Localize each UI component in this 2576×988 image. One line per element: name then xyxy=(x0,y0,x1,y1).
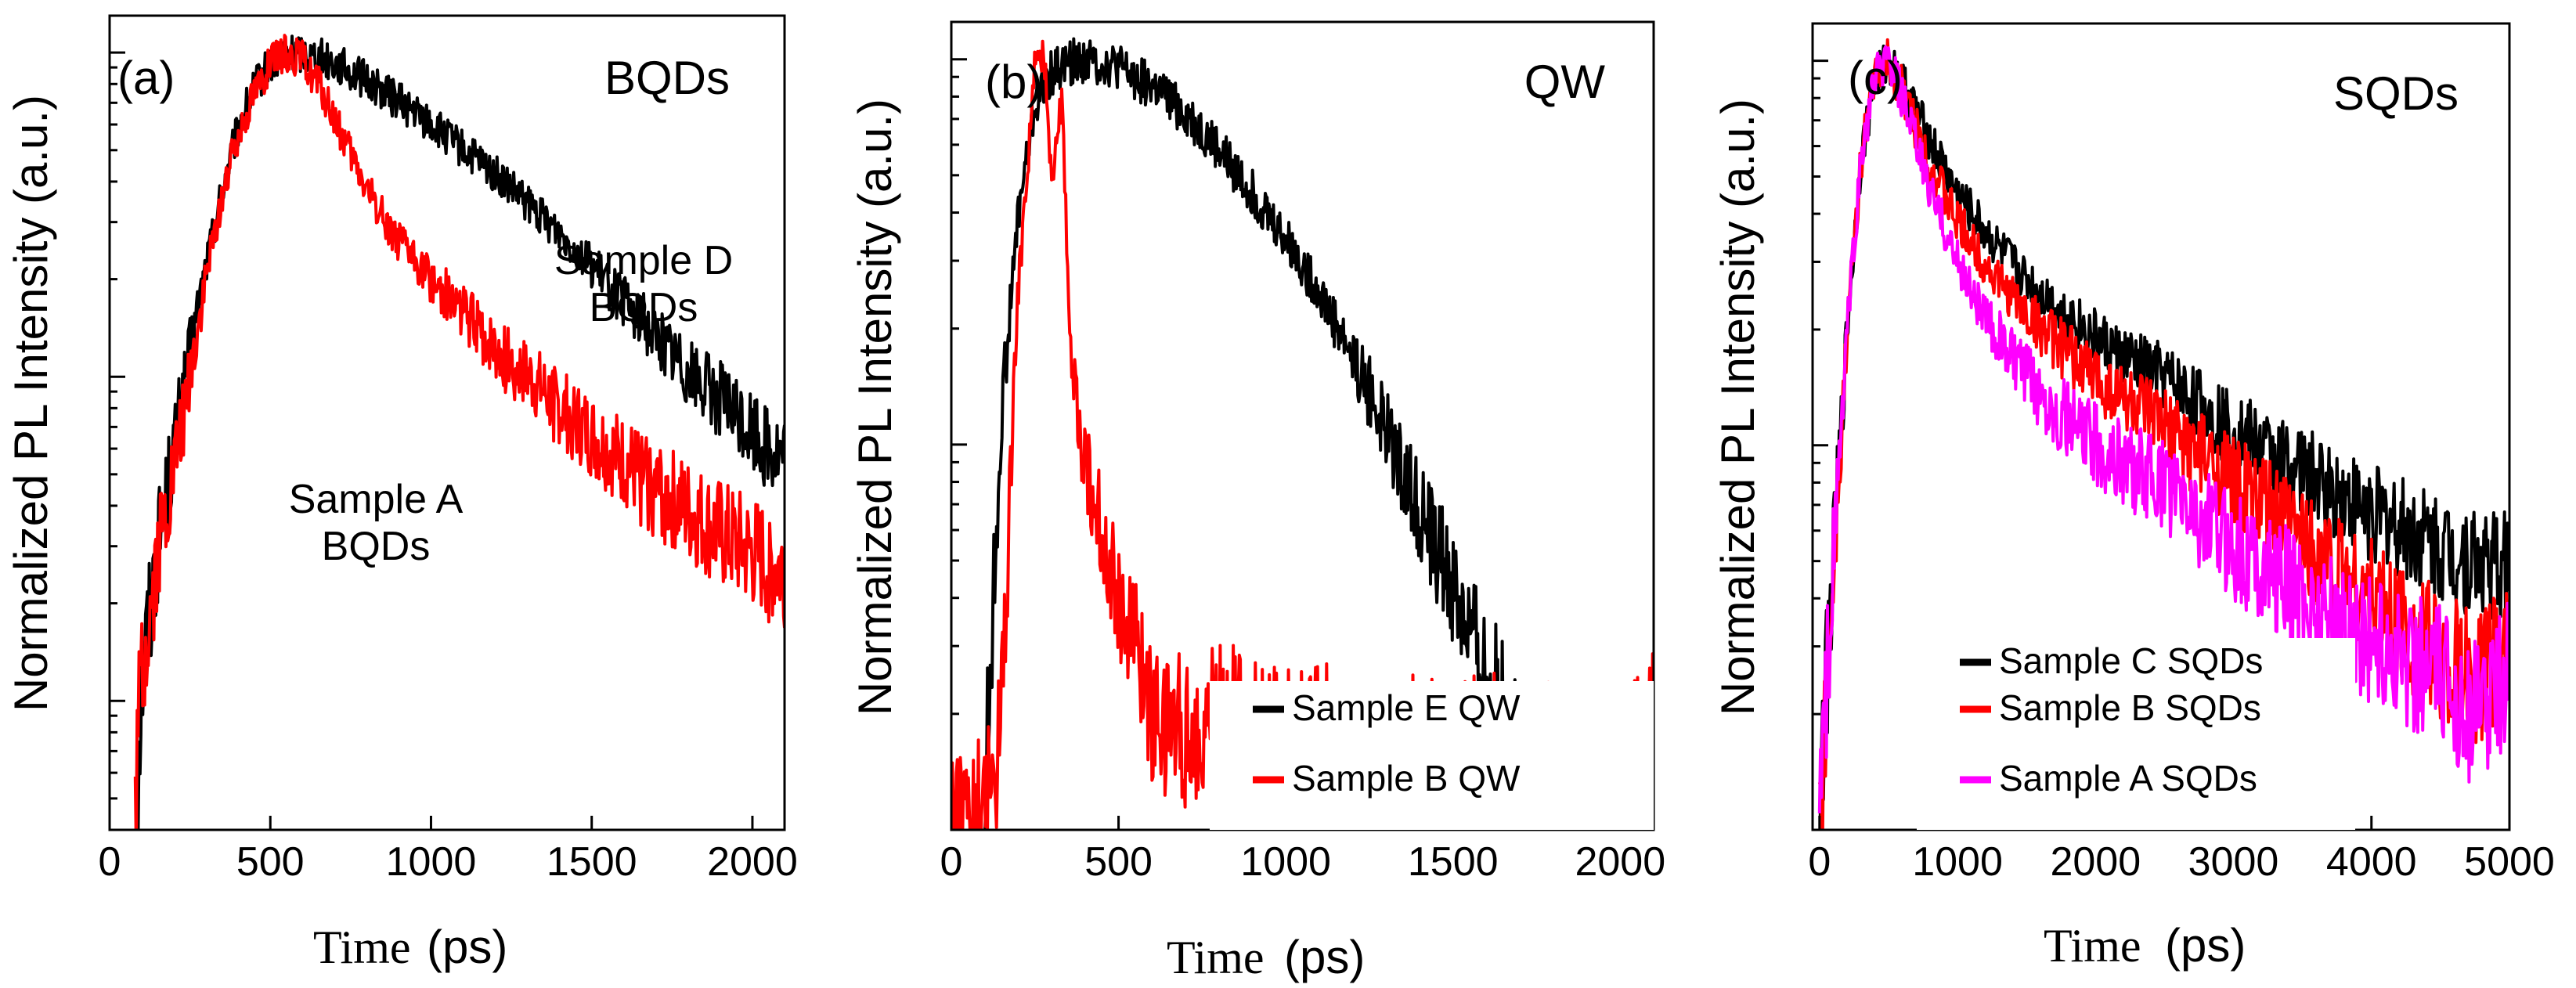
y-axis-title: Normalized PL Intensity (a.u.) xyxy=(1712,99,1764,716)
x-tick-label: 0 xyxy=(99,839,121,885)
x-tick-label: 5000 xyxy=(2464,839,2555,885)
x-axis-title: Time xyxy=(313,921,411,973)
x-tick-label: 2000 xyxy=(707,839,798,885)
x-tick-label: 1000 xyxy=(1912,839,2003,885)
legend-label: Sample B QW xyxy=(1292,758,1521,799)
legend-label: Sample C SQDs xyxy=(1999,640,2263,681)
panel-label: (a) xyxy=(117,52,175,104)
x-tick-label: 1000 xyxy=(1240,839,1331,885)
annotation-text: BQDs xyxy=(590,285,698,330)
x-tick-label: 1500 xyxy=(547,839,637,885)
x-tick-label: 3000 xyxy=(2188,839,2279,885)
y-axis-title: Normalized PL Intensity (a.u.) xyxy=(5,95,57,712)
y-axis-title: Normalized PL Intensity (a.u.) xyxy=(849,99,901,716)
panel-c: 0 1000 2000 3000 4000 5000 (c) SQDs Normalized P… xyxy=(1712,22,2555,972)
x-axis-unit: (ps) xyxy=(1284,931,1365,983)
x-tick-label: 1500 xyxy=(1408,839,1499,885)
x-axis-unit: (ps) xyxy=(427,921,507,973)
x-axis-title: Time xyxy=(1167,932,1265,983)
plot-frame xyxy=(108,14,786,831)
panel-b: 0 500 1000 1500 2000 (b) QW Normalized PL Inten… xyxy=(849,20,1665,983)
series-line-3 xyxy=(1817,45,2509,813)
series-line-1 xyxy=(1818,44,2509,830)
panel-label: (c) xyxy=(1848,52,1903,104)
x-tick-label: 2000 xyxy=(1575,839,1665,885)
series-line-2 xyxy=(133,34,785,830)
series-line-1 xyxy=(136,34,785,830)
x-tick-label: 2000 xyxy=(2050,839,2141,885)
legend: Sample E QW Sample B QW xyxy=(1210,681,1654,830)
annotation-text: Sample A xyxy=(289,477,464,522)
legend-label: Sample A SQDs xyxy=(1999,758,2257,799)
legend-box xyxy=(1917,638,2355,830)
panel-label: (b) xyxy=(985,56,1042,108)
annotation-text: BQDs xyxy=(322,524,431,569)
panel-title: SQDs xyxy=(2333,67,2459,120)
panel-title: QW xyxy=(1524,56,1606,108)
x-tick-label: 0 xyxy=(1808,839,1831,885)
legend-label: Sample B SQDs xyxy=(1999,687,2261,728)
x-tick-label: 500 xyxy=(1084,839,1153,885)
panel-title: BQDs xyxy=(604,52,730,104)
panel-a: 0 500 1000 1500 2000 (a) BQDs Normalized PL Int… xyxy=(5,14,798,973)
annotation-text: Sample D xyxy=(554,238,733,283)
legend: Sample C SQDs Sample B SQDs Sample A SQDs xyxy=(1917,638,2355,830)
legend-label: Sample E QW xyxy=(1292,687,1521,728)
x-tick-label: 4000 xyxy=(2326,839,2417,885)
x-axis-title: Time xyxy=(2044,920,2141,972)
x-tick-label: 500 xyxy=(236,839,305,885)
x-axis-unit: (ps) xyxy=(2165,919,2246,972)
x-tick-label: 0 xyxy=(940,839,963,885)
x-tick-label: 1000 xyxy=(386,839,477,885)
